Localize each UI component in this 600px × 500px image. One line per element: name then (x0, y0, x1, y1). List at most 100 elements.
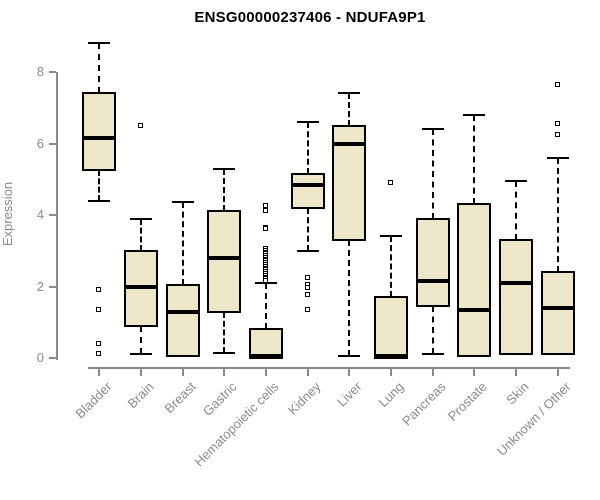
y-axis-tick (49, 285, 56, 288)
whisker-upper (348, 93, 351, 126)
y-tick-label: 8 (36, 64, 44, 79)
whisker-upper (431, 129, 434, 219)
whisker-upper-cap (463, 113, 486, 116)
outlier-point (387, 179, 393, 185)
median-line (457, 307, 492, 312)
x-axis-tick (306, 369, 309, 376)
whisker-upper (139, 218, 142, 251)
whisker-upper (473, 114, 476, 205)
x-axis-tick (223, 369, 226, 376)
outlier-point (554, 131, 560, 137)
outlier-point (262, 226, 268, 232)
x-axis-tick (389, 369, 392, 376)
box-iqr (207, 210, 242, 313)
box-iqr (165, 283, 200, 358)
median-line (373, 354, 408, 359)
x-axis-tick (431, 369, 434, 376)
y-axis-tick (49, 71, 56, 73)
outlier-point (304, 292, 310, 298)
median-line (207, 255, 242, 260)
y-tick-label: 4 (36, 207, 44, 222)
whisker-upper (389, 236, 392, 298)
whisker-upper (264, 282, 267, 330)
outlier-point (262, 278, 268, 284)
median-line (290, 182, 325, 187)
x-axis-line (88, 367, 570, 369)
chart-title: ENSG00000237406 - NDUFA9P1 (194, 9, 426, 26)
whisker-upper (181, 202, 184, 285)
x-tick-label: Unknown / Other (493, 379, 574, 459)
whisker-upper-cap (421, 128, 444, 131)
x-axis-tick (181, 369, 184, 376)
whisker-upper (98, 43, 101, 94)
box-iqr (415, 217, 450, 308)
whisker-lower-cap (338, 355, 361, 358)
box-iqr (498, 239, 533, 356)
median-line (332, 141, 367, 146)
whisker-lower (306, 207, 309, 251)
whisker-upper-cap (213, 167, 236, 170)
whisker-lower-cap (421, 353, 444, 356)
median-line (540, 305, 575, 310)
whisker-upper-cap (338, 92, 361, 95)
whisker-lower (139, 325, 142, 355)
median-line (415, 279, 450, 284)
whisker-upper-cap (296, 121, 319, 124)
x-axis-tick (98, 369, 101, 376)
median-line (248, 354, 283, 359)
x-tick-label: Pancreas (398, 379, 449, 429)
whisker-upper-cap (171, 201, 194, 204)
outlier-point (304, 274, 310, 280)
outlier-point (262, 203, 268, 209)
outlier-point (304, 285, 310, 291)
whisker-upper-cap (129, 217, 152, 220)
whisker-upper-cap (504, 180, 527, 183)
x-axis-tick (348, 369, 351, 376)
x-axis-tick (139, 369, 142, 376)
whisker-lower (431, 306, 434, 355)
whisker-lower-cap (129, 353, 152, 356)
y-tick-label: 6 (36, 135, 44, 151)
x-tick-label: Kidney (284, 379, 324, 418)
x-axis-tick (473, 369, 476, 376)
outlier-point (262, 208, 268, 214)
x-tick-label: Prostate (444, 379, 490, 424)
box-iqr (540, 271, 575, 356)
box-iqr (290, 172, 325, 209)
outlier-point (554, 120, 560, 126)
whisker-lower-cap (213, 351, 236, 354)
outlier-point (304, 306, 310, 312)
outlier-point (96, 340, 102, 346)
x-tick-label: Breast (161, 379, 199, 417)
x-tick-label: Lung (375, 379, 407, 411)
median-line (165, 309, 200, 314)
whisker-lower (98, 170, 101, 201)
whisker-lower-cap (88, 199, 111, 202)
whisker-lower (348, 240, 351, 357)
whisker-upper (306, 122, 309, 174)
whisker-lower-cap (296, 249, 319, 252)
y-tick-label: 2 (36, 278, 44, 294)
x-axis-tick (264, 369, 267, 376)
box-iqr (373, 296, 408, 359)
outlier-point (96, 287, 102, 293)
x-tick-label: Gastric (200, 379, 240, 419)
y-tick-label: 0 (36, 350, 44, 365)
whisker-upper-cap (546, 156, 569, 159)
whisker-upper (514, 181, 517, 241)
y-axis-line (56, 72, 58, 360)
x-axis-tick (514, 369, 517, 376)
x-tick-label: Skin (503, 379, 532, 408)
outlier-point (96, 306, 102, 312)
whisker-lower (223, 311, 226, 353)
outlier-point (554, 81, 560, 87)
x-tick-label: Liver (334, 379, 365, 410)
median-line (123, 284, 158, 289)
whisker-upper (556, 157, 559, 273)
y-axis-tick (49, 142, 56, 145)
whisker-upper-cap (88, 42, 111, 45)
y-axis-tick (49, 357, 56, 359)
x-tick-label: Bladder (72, 379, 115, 422)
